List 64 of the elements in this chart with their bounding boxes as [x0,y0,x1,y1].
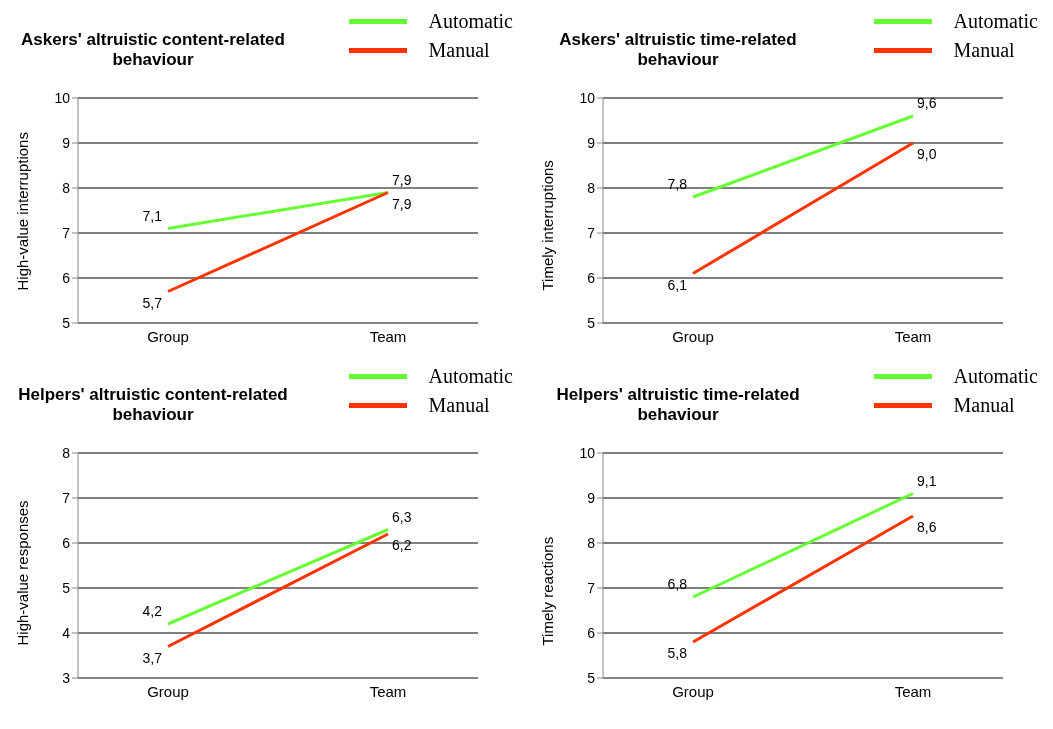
data-label: 7,9 [392,195,412,212]
y-axis-title: Timely reactions [539,536,557,646]
y-tick-label: 9 [62,134,71,151]
y-tick-label: 5 [587,669,596,686]
y-tick-label: 7 [587,224,596,241]
chart-title: Askers' altruistic content-related behaviour [20,30,286,70]
y-tick-label: 8 [587,179,596,196]
y-tick-label: 6 [587,624,596,641]
y-tick-label: 7 [62,224,71,241]
y-tick-label: 7 [587,579,596,596]
y-tick-label: 8 [587,534,596,551]
data-label: 9,1 [917,472,937,489]
x-tick-label: Team [894,327,932,345]
y-tick-label: 6 [62,534,71,551]
data-label: 5,7 [142,294,163,311]
y-tick-label: 10 [54,89,71,106]
y-axis-title: High-value interruptions [14,132,32,291]
x-tick-label: Team [369,327,407,345]
x-tick-label: Group [672,682,714,700]
legend-label: Automatic [428,10,513,33]
legend-label: Automatic [953,10,1038,33]
y-tick-label: 8 [62,444,71,461]
legend-label: Manual [953,39,1015,62]
y-tick-label: 5 [587,314,596,331]
y-tick-label: 4 [62,624,71,641]
data-label: 8,6 [917,519,937,535]
y-tick-label: 5 [62,314,71,331]
y-tick-label: 6 [587,269,596,286]
data-label: 6,1 [667,276,688,293]
y-axis-title: High-value responses [14,500,32,646]
chart-title: Askers' altruistic time-related behaviour [558,30,798,70]
x-tick-label: Group [147,682,189,700]
y-tick-label: 6 [62,269,71,286]
y-tick-label: 5 [62,579,71,596]
y-tick-label: 3 [62,669,71,686]
data-label: 9,6 [917,95,937,111]
legend-label: Manual [428,39,490,62]
data-label: 5,8 [667,645,688,661]
data-label: 7,9 [392,171,412,188]
x-tick-label: Team [369,682,407,700]
legend-label: Manual [428,394,490,417]
data-label: 4,2 [142,603,163,619]
data-label: 7,1 [142,207,163,224]
legend-label: Automatic [953,365,1038,388]
x-tick-label: Group [147,327,189,345]
data-label: 6,3 [392,508,412,525]
y-tick-label: 7 [62,489,71,506]
legend-label: Automatic [428,365,513,388]
data-label: 3,7 [142,649,163,666]
data-label: 7,8 [667,176,688,192]
y-tick-label: 10 [579,89,596,106]
y-tick-label: 9 [587,134,596,151]
y-tick-label: 10 [579,444,596,461]
legend-label: Manual [953,394,1015,417]
chart-title: Helpers' altruistic content-related behaviour [17,385,289,425]
y-tick-label: 8 [62,179,71,196]
y-axis-title: Timely interruptions [539,160,557,291]
y-tick-label: 9 [587,489,596,506]
data-label: 6,8 [667,576,688,592]
data-label: 6,2 [392,537,412,553]
x-tick-label: Team [894,682,932,700]
x-tick-label: Group [672,327,714,345]
data-label: 9,0 [917,146,937,162]
chart-title: Helpers' altruistic time-related behaviour [555,385,801,425]
